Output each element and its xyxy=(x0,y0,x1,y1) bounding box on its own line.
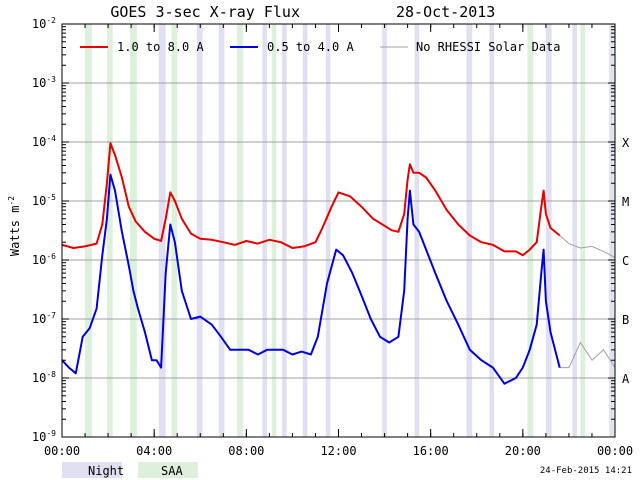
legend-label-nodata: No RHESSI Solar Data xyxy=(416,40,561,54)
night-band xyxy=(572,24,577,437)
saa-band xyxy=(527,24,534,437)
series-line-nodata-short xyxy=(559,341,616,369)
saa-legend-label: SAA xyxy=(161,464,183,478)
saa-band xyxy=(171,24,178,437)
night-band xyxy=(196,24,203,437)
y-tick-label: 10-8 xyxy=(32,370,56,385)
class-label: C xyxy=(622,254,629,268)
night-band xyxy=(545,24,552,437)
night-band xyxy=(218,24,225,437)
legend-label-short: 0.5 to 4.0 A xyxy=(267,40,354,54)
saa-band xyxy=(613,24,615,437)
class-label: B xyxy=(622,313,629,327)
night-band xyxy=(609,24,614,437)
legend: 1.0 to 8.0 A 0.5 to 4.0 A No RHESSI Sola… xyxy=(80,40,561,54)
saa-band xyxy=(106,24,113,437)
class-label: A xyxy=(622,372,630,386)
x-tick-label: 00:00 xyxy=(597,444,633,458)
class-label: X xyxy=(622,136,630,150)
x-tick-label: 16:00 xyxy=(413,444,449,458)
night-band xyxy=(382,24,387,437)
night-band xyxy=(466,24,473,437)
class-label: M xyxy=(622,195,629,209)
timestamp: 24-Feb-2015 14:21 xyxy=(540,466,632,476)
series-line-nodata-long xyxy=(559,235,616,259)
night-band xyxy=(325,24,331,437)
y-tick-label: 10-2 xyxy=(32,16,56,31)
night-band xyxy=(282,24,287,437)
x-tick-label: 08:00 xyxy=(228,444,264,458)
saa-legend-swatch xyxy=(138,462,198,478)
saa-band xyxy=(271,24,277,437)
x-tick-label: 04:00 xyxy=(136,444,172,458)
night-legend-label: Night xyxy=(88,464,124,478)
y-tick-label: 10-4 xyxy=(32,134,56,149)
y-tick-label: 10-6 xyxy=(32,252,56,267)
saa-band xyxy=(580,24,586,437)
data-series xyxy=(61,142,616,385)
saa-band xyxy=(237,24,243,437)
night-band xyxy=(302,24,308,437)
y-tick-label: 10-5 xyxy=(32,193,56,208)
legend-label-long: 1.0 to 8.0 A xyxy=(117,40,204,54)
series-line-long xyxy=(61,142,561,257)
saa-band xyxy=(85,24,92,437)
y-axis-label: Watts m-2 xyxy=(7,196,22,256)
night-saa-bands xyxy=(85,24,615,437)
series-line-short xyxy=(61,173,561,385)
chart-title: GOES 3-sec X-ray Flux xyxy=(110,3,300,21)
night-band xyxy=(158,24,166,437)
y-tick-label: 10-3 xyxy=(32,75,56,90)
x-tick-label: 20:00 xyxy=(505,444,541,458)
x-tick-label: 12:00 xyxy=(320,444,356,458)
night-legend-swatch xyxy=(62,462,122,478)
y-tick-label: 10-9 xyxy=(32,429,56,444)
axes: 10-9 10-8 10-7 10-6 10-5 10-4 10-3 10-2 00:00 04:… xyxy=(32,16,633,458)
chart-date: 28-Oct-2013 xyxy=(396,3,495,21)
night-band xyxy=(489,24,495,437)
y-tick-label: 10-7 xyxy=(32,311,56,326)
saa-band xyxy=(129,24,137,437)
night-band xyxy=(262,24,268,437)
x-tick-label: 00:00 xyxy=(44,444,80,458)
